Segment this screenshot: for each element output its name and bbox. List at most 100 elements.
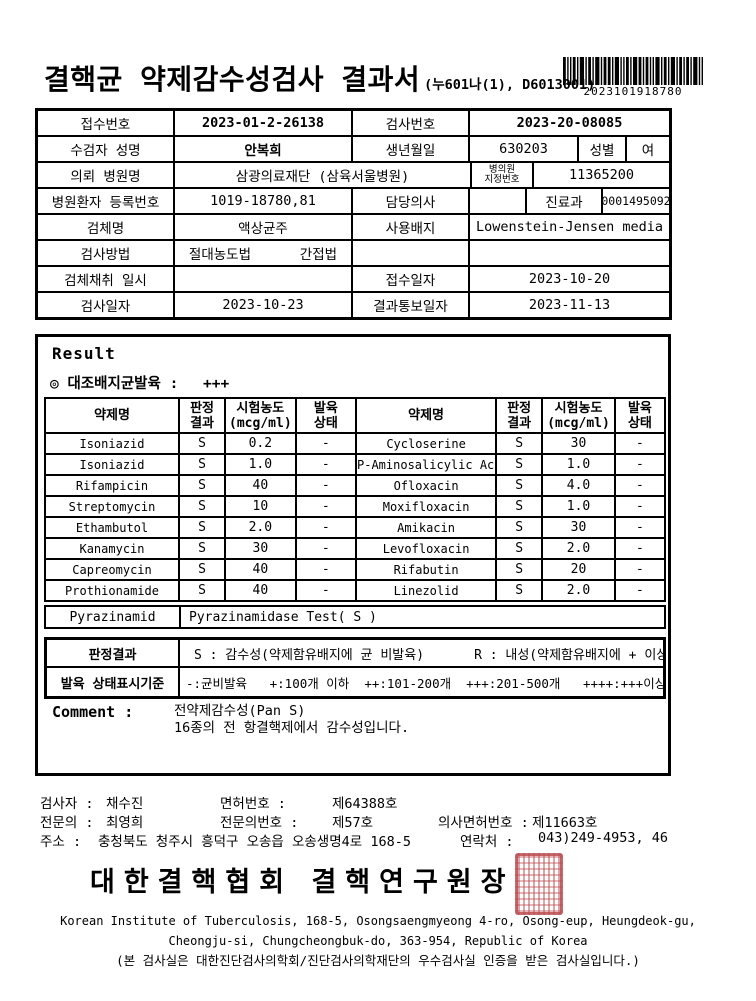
label-hospital-code-line2: 지정번호 [484, 174, 520, 185]
header-drug-name: 약제명 [43, 397, 181, 434]
growth-state: - [613, 516, 667, 539]
footer-accreditation-note: (본 검사실은 대한진단검사의학회/진단검사의학재단의 우수검사실 인증을 받은… [116, 953, 640, 968]
concentration: 0.2 [224, 432, 297, 455]
legend-s-meaning: S : 감수성(약제함유배지에 균 비발육) [194, 647, 425, 663]
drug-name: Ofloxacin [354, 474, 498, 497]
drug-name: Linezolid [354, 579, 498, 602]
staff-info: 검사자 : 채수진 면허번호 : 제64388호 전문의 : 최영희 전문의번호… [40, 792, 730, 852]
concentration: 40 [224, 558, 297, 581]
info-row-patient-id: 병원환자 등록번호 1019-18780,81 담당의사 진료과 0001495… [38, 187, 669, 213]
label-received-date: 접수일자 [351, 267, 468, 291]
pyrazinamid-row: Pyrazinamid Pyrazinamidase Test( S ) [44, 605, 666, 629]
verdict: S [495, 432, 544, 455]
drug-name: Isoniazid [43, 453, 181, 476]
value-test-no: 2023-20-08085 [468, 111, 669, 135]
growth-state: - [613, 579, 667, 602]
label-test-no: 검사번호 [351, 111, 468, 135]
concentration: 20 [541, 558, 616, 581]
legend-verdict-label: 판정결과 [47, 640, 180, 666]
concentration: 30 [224, 537, 297, 560]
drug-name: Cycloserine [354, 432, 498, 455]
value-media: Lowenstein-Jensen media [468, 215, 669, 239]
control-growth-line: ◎ 대조배지균발육 : +++ [50, 372, 229, 393]
growth-state: - [294, 516, 358, 539]
growth-state: - [613, 495, 667, 518]
label-hospital-code: 병의원 지정번호 [470, 163, 532, 187]
examiner-label: 검사자 : [40, 796, 94, 812]
header-growth: 발육 상태 [613, 397, 667, 434]
drug-name: Capreomycin [43, 558, 181, 581]
label-hospital-code-line1: 병의원 [488, 164, 516, 175]
growth-state: - [294, 432, 358, 455]
specialist-number: 제57호 [332, 815, 374, 831]
pyrazinamid-name: Pyrazinamid [69, 609, 156, 625]
drug-row: Prothionamide S 40 - Linezolid S 2.0 - [43, 579, 667, 602]
growth-state: - [613, 453, 667, 476]
value-received-date: 2023-10-20 [468, 267, 669, 291]
footer-address-en-line1: Korean Institute of Tuberculosis, 168-5,… [60, 914, 696, 928]
concentration: 30 [541, 432, 616, 455]
address-value: 충청북도 청주시 흥덕구 오송읍 오송생명4로 168-5 [98, 834, 411, 850]
growth-state: - [613, 558, 667, 581]
label-patient-id: 병원환자 등록번호 [51, 195, 160, 211]
value-patient-name: 안복희 [173, 137, 351, 161]
verdict: S [178, 432, 227, 455]
result-heading: Result [52, 344, 116, 363]
drug-name: Prothionamide [43, 579, 181, 602]
value-hospital-code: 11365200 [532, 163, 669, 187]
value-method: 절대농도법 간접법 [173, 241, 351, 265]
header-concentration: 시험농도 (mcg/ml) [224, 397, 297, 434]
value-birthdate: 630203 [468, 137, 577, 161]
drug-susceptibility-table: 약제명 판정 결과 시험농도 (mcg/ml) 발육 상태 약제명 판정 결과 … [43, 397, 667, 602]
document-form-code: (누601나(1), D6013001) [424, 77, 596, 93]
specialist-no-label: 전문의번호 : [220, 815, 299, 831]
control-growth-label: ◎ 대조배지균발육 : [50, 376, 179, 392]
value-doctor [468, 189, 525, 213]
doctor-license-label: 의사면허번호 : [438, 815, 529, 831]
license-label: 면허번호 : [220, 796, 286, 812]
info-row-receipt: 접수번호 2023-01-2-26138 검사번호 2023-20-08085 [38, 111, 669, 135]
concentration: 1.0 [541, 453, 616, 476]
concentration: 1.0 [541, 495, 616, 518]
label-method: 검사방법 [80, 247, 131, 263]
growth-state: - [294, 558, 358, 581]
pyrazinamid-result: Pyrazinamidase Test( S ) [179, 607, 664, 627]
header-concentration: 시험농도 (mcg/ml) [541, 397, 616, 434]
growth-state: - [294, 579, 358, 602]
label-media: 사용배지 [351, 215, 468, 239]
drug-row: Isoniazid S 0.2 - Cycloserine S 30 - [43, 432, 667, 455]
verdict: S [178, 558, 227, 581]
footer-address-en-line2: Cheongju-si, Chungcheongbuk-do, 363-954,… [168, 934, 588, 948]
label-doctor: 담당의사 [351, 189, 468, 213]
drug-name: Amikacin [354, 516, 498, 539]
growth-state: - [294, 495, 358, 518]
contact-label: 연락처 : [460, 834, 514, 850]
info-row-test-date: 검사일자 2023-10-23 결과통보일자 2023-11-13 [38, 291, 669, 317]
value-department: 0001495092 [601, 189, 669, 213]
license-number: 제64388호 [332, 796, 398, 812]
label-receipt-no: 접수번호 [80, 117, 131, 133]
verdict: S [495, 453, 544, 476]
legend-table: 판정결과 S : 감수성(약제함유배지에 균 비발육) R : 내성(약제함유배… [44, 637, 666, 699]
legend-verdict-content: S : 감수성(약제함유배지에 균 비발육) R : 내성(약제함유배지에 + … [180, 640, 663, 666]
drug-name: P-Aminosalicylic Acid [354, 453, 498, 476]
drug-row: Isoniazid S 1.0 - P-Aminosalicylic Acid … [43, 453, 667, 476]
comment-line1: 전약제감수성(Pan S) [174, 703, 306, 719]
label-test-date: 검사일자 [80, 299, 131, 315]
value-collection-date [173, 267, 351, 291]
concentration: 2.0 [224, 516, 297, 539]
examiner-name: 채수진 [106, 796, 144, 812]
concentration: 40 [224, 474, 297, 497]
header-growth: 발육 상태 [294, 397, 358, 434]
drug-name: Moxifloxacin [354, 495, 498, 518]
legend-growth-row: 발육 상태표시기준 -:균비발육 +:100개 이하 ++:101-200개 +… [47, 666, 663, 696]
barcode-icon [563, 57, 703, 85]
footer: Korean Institute of Tuberculosis, 168-5,… [0, 911, 756, 971]
drug-name: Isoniazid [43, 432, 181, 455]
concentration: 1.0 [224, 453, 297, 476]
growth-state: - [613, 537, 667, 560]
comment-section: Comment : 전약제감수성(Pan S) 16종의 전 항결핵제에서 감수… [52, 703, 409, 737]
empty-cell [351, 241, 468, 265]
comment-body: 전약제감수성(Pan S) 16종의 전 항결핵제에서 감수성입니다. [174, 703, 409, 737]
